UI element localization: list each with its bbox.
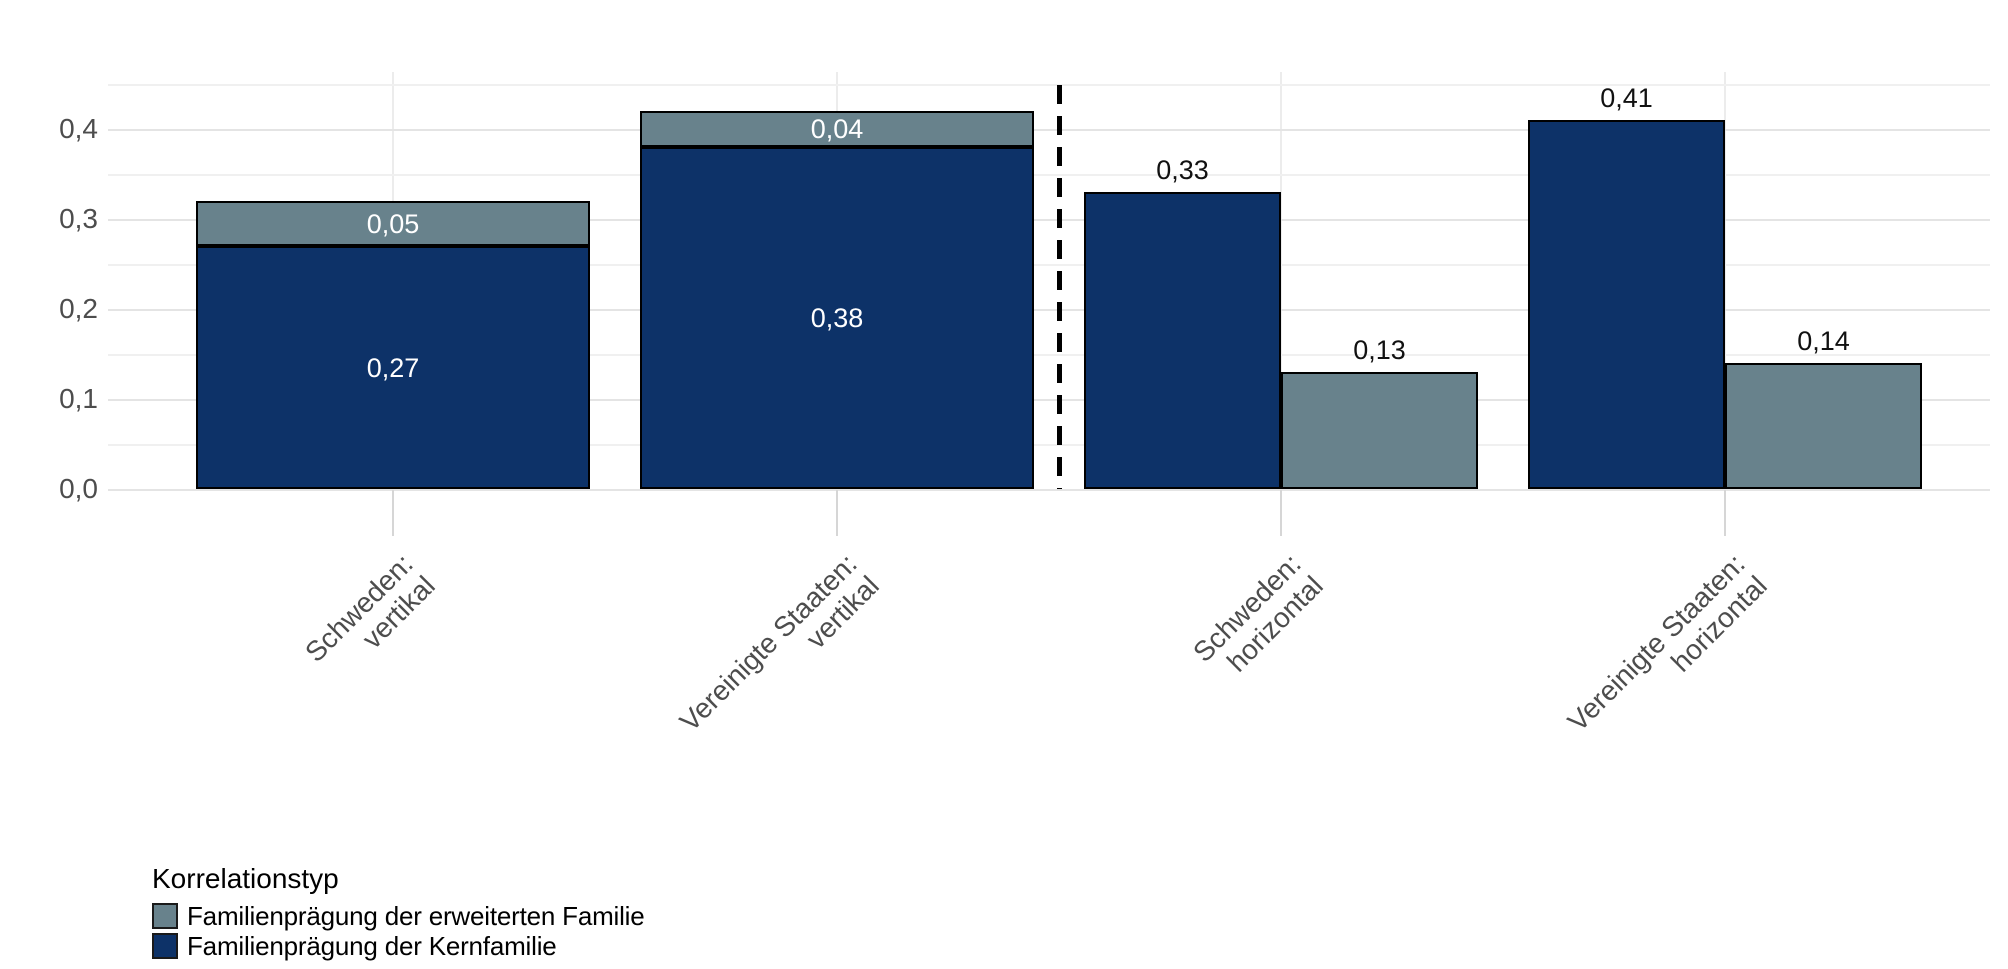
gridline-major bbox=[108, 399, 1990, 401]
bar-value-label: 0,05 bbox=[366, 208, 420, 239]
bar-kernfamilie bbox=[1528, 120, 1725, 489]
y-axis-tick-label: 0,3 bbox=[59, 203, 98, 234]
y-axis-tick-label: 0,4 bbox=[59, 113, 98, 144]
gridline-minor bbox=[108, 84, 1990, 86]
y-axis-tick-label: 0,1 bbox=[59, 383, 98, 414]
legend-item-erweiterte-familie: Familienprägung der erweiterten Familie bbox=[152, 902, 645, 930]
x-axis-tick-label: Schweden: horizontal bbox=[1030, 548, 1329, 846]
x-axis-tick-mark bbox=[1724, 490, 1726, 536]
legend-title: Korrelationstyp bbox=[152, 863, 339, 894]
bar-kernfamilie bbox=[640, 147, 1034, 489]
bar-erweiterte-familie bbox=[1725, 363, 1922, 489]
x-axis-label-line: Vereinigte Staaten: bbox=[1561, 548, 1751, 738]
bar-value-label: 0,14 bbox=[1797, 326, 1850, 356]
gridline-vertical bbox=[1724, 72, 1726, 489]
legend-key-erweiterte-familie-swatch bbox=[152, 903, 178, 929]
bar-erweiterte-familie bbox=[640, 111, 1034, 147]
gridline-major bbox=[108, 129, 1990, 131]
bar-value-label: 0,33 bbox=[1156, 155, 1209, 185]
bar-value-label: 0,27 bbox=[366, 352, 420, 383]
legend-key-kernfamilie-swatch bbox=[152, 933, 178, 959]
bar-value-label: 0,04 bbox=[810, 114, 864, 144]
x-axis-tick-label: Vereinigte Staaten: horizontal bbox=[1474, 548, 1773, 846]
bar-kernfamilie bbox=[196, 246, 590, 489]
x-axis-tick-label: Vereinigte Staaten: vertikal bbox=[586, 548, 885, 846]
gridline-major bbox=[108, 219, 1990, 221]
x-axis-label-line: Schweden: bbox=[299, 548, 419, 668]
y-axis-tick-label: 0,2 bbox=[59, 293, 98, 324]
legend-item-kernfamilie: Familienprägung der Kernfamilie bbox=[152, 932, 645, 960]
x-axis-tick-mark bbox=[1280, 490, 1282, 536]
legend-item-label: Familienprägung der erweiterten Familie bbox=[187, 901, 645, 931]
gridline-major bbox=[108, 489, 1990, 491]
x-axis-label-line: vertikal bbox=[356, 569, 441, 655]
gridline-minor bbox=[108, 354, 1990, 356]
bar-erweiterte-familie bbox=[1281, 372, 1478, 489]
x-axis-tick-mark bbox=[836, 490, 838, 536]
x-axis-tick-label: Schweden: vertikal bbox=[142, 548, 441, 846]
section-divider-dashed-line bbox=[1057, 85, 1062, 489]
x-axis-label-line: vertikal bbox=[800, 569, 885, 655]
legend: Korrelationstyp Familienprägung der erwe… bbox=[152, 864, 645, 962]
bar-value-label: 0,38 bbox=[810, 303, 864, 333]
bar-value-label: 0,13 bbox=[1353, 335, 1406, 365]
x-axis-label-line: Vereinigte Staaten: bbox=[673, 548, 863, 738]
bar-kernfamilie bbox=[1084, 192, 1281, 489]
gridline-minor bbox=[108, 444, 1990, 446]
x-axis-tick-mark bbox=[392, 490, 394, 536]
x-axis-label-line: Schweden: bbox=[1187, 548, 1307, 668]
gridline-vertical bbox=[1280, 72, 1282, 489]
legend-item-label: Familienprägung der Kernfamilie bbox=[187, 931, 557, 961]
gridline-minor bbox=[108, 174, 1990, 176]
bar-erweiterte-familie bbox=[196, 201, 590, 246]
x-axis-label-line: horizontal bbox=[1665, 569, 1773, 678]
y-axis-tick-label: 0,0 bbox=[59, 473, 98, 504]
gridline-major bbox=[108, 309, 1990, 311]
x-axis-label-line: horizontal bbox=[1221, 569, 1329, 678]
bar-value-label: 0,41 bbox=[1600, 83, 1653, 113]
gridline-minor bbox=[108, 264, 1990, 266]
